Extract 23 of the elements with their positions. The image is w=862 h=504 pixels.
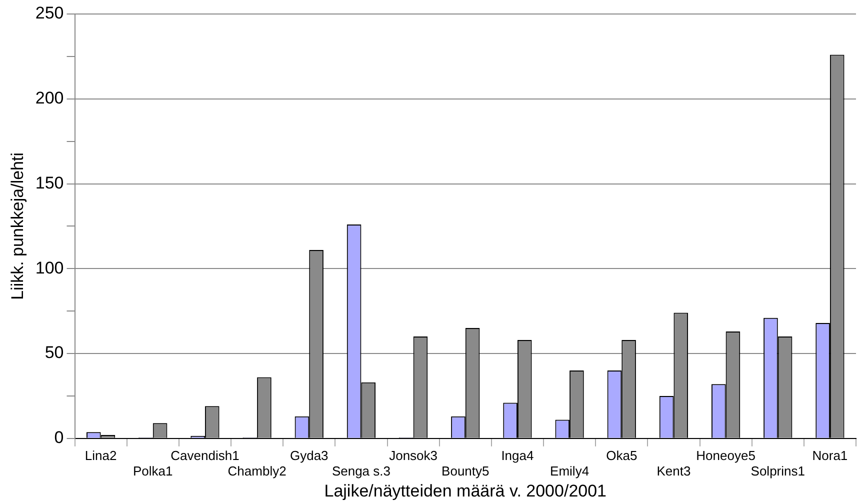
x-tick-label: Cavendish1 — [170, 448, 240, 463]
x-tick-label: Bounty5 — [442, 463, 490, 478]
y-tick-label: 200 — [35, 88, 64, 108]
y-tick-label: 100 — [35, 258, 64, 278]
y-axis-title: Liikk. punkkeja/lehti — [8, 152, 27, 300]
y-tick-label: 250 — [35, 4, 64, 23]
y-tick-label: 0 — [54, 428, 64, 448]
x-tick-label: Gyda3 — [290, 448, 328, 463]
x-tick-label: Nora1 — [812, 448, 848, 463]
x-tick-label: Honeoye5 — [696, 448, 756, 463]
x-tick-label: Polka1 — [133, 463, 173, 478]
x-tick-label: Jonsok3 — [389, 448, 438, 463]
x-tick-label: Senga s.3 — [332, 463, 390, 478]
x-axis-title: Lajike/näytteiden määrä v. 2000/2001 — [324, 481, 607, 500]
x-tick-label: Chambly2 — [228, 463, 286, 478]
x-tick-label: Oka5 — [606, 448, 638, 463]
x-tick-label: Emily4 — [550, 463, 590, 478]
x-tick-label: Inga4 — [501, 448, 534, 463]
x-tick-label: Lina2 — [84, 448, 117, 463]
x-tick-label: Solprins1 — [750, 463, 805, 478]
x-tick-label: Kent3 — [656, 463, 691, 478]
y-tick-label: 150 — [35, 173, 64, 192]
y-tick-label: 50 — [44, 343, 64, 362]
